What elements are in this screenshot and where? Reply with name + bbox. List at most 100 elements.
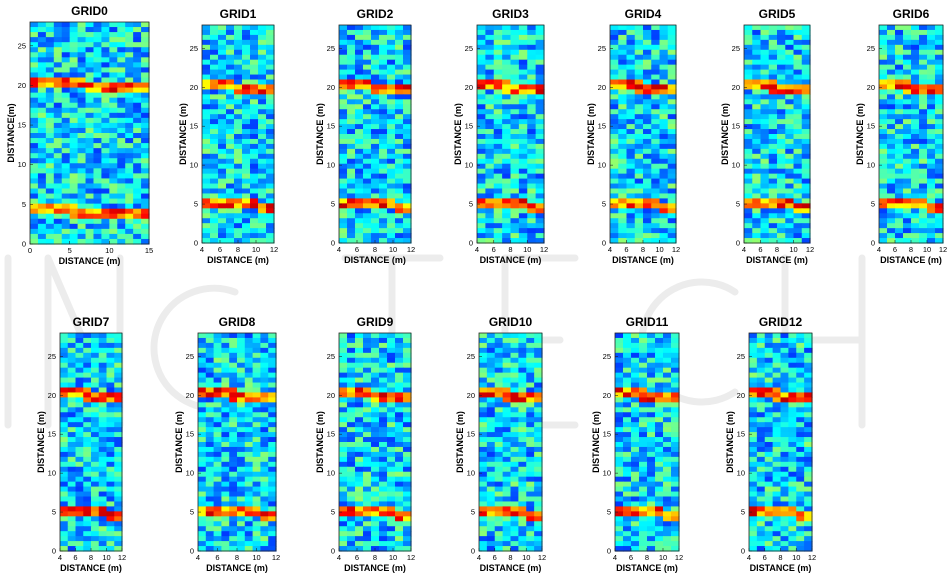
y-tick-label: 25 [190,44,198,53]
x-tick-label: 12 [272,553,280,562]
x-axis-label: DISTANCE (m) [60,563,122,573]
y-tick-label: 10 [732,161,740,170]
y-tick-label: 5 [194,200,198,209]
x-tick-label: 10 [655,245,663,254]
x-axis-label: DISTANCE (m) [344,563,406,573]
y-tick-label: 5 [331,200,335,209]
y-tick-label: 10 [18,160,26,169]
y-tick-label: 25 [18,41,26,50]
y-tick-label: 0 [22,240,26,249]
y-tick-label: 5 [22,200,26,209]
x-tick-label: 10 [252,553,260,562]
y-tick-label: 15 [603,430,611,439]
y-tick-label: 0 [194,239,198,248]
x-tick-label: 6 [493,553,497,562]
x-axis-label: DISTANCE (m) [616,563,678,573]
x-tick-label: 6 [215,553,219,562]
x-tick-label: 12 [407,553,415,562]
y-tick-label: 20 [598,83,606,92]
y-tick-label: 15 [18,121,26,130]
y-axis-label: DISTANCE (m) [453,103,463,165]
y-tick-label: 0 [602,239,606,248]
panel-title: GRID9 [357,315,394,329]
y-tick-label: 15 [48,430,56,439]
x-tick-label: 8 [235,553,239,562]
x-tick-label: 8 [645,553,649,562]
x-tick-label: 10 [252,245,260,254]
y-tick-label: 15 [327,430,335,439]
x-tick-label: 8 [909,245,913,254]
x-tick-label: 8 [641,245,645,254]
x-tick-label: 6 [355,245,359,254]
x-tick-label: 0 [28,246,32,255]
panel-title: GRID12 [759,315,803,329]
heatmap-cells [60,333,123,552]
heatmap-cells [477,25,545,244]
y-tick-label: 10 [598,161,606,170]
x-tick-label: 8 [236,245,240,254]
y-tick-label: 15 [190,122,198,131]
y-tick-label: 25 [867,44,875,53]
heatmap-cells [198,333,277,552]
x-tick-label: 8 [775,245,779,254]
heatmap-cells [479,333,543,552]
panel-title: GRID3 [492,7,529,21]
y-tick-label: 10 [737,469,745,478]
x-tick-label: 4 [742,245,746,254]
y-tick-label: 25 [48,352,56,361]
x-axis-label: DISTANCE (m) [207,255,269,265]
y-tick-label: 5 [741,508,745,517]
watermark-logo [4,254,866,429]
y-tick-label: 25 [186,352,194,361]
heatmap-cells [615,333,680,552]
panel-title: GRID6 [893,7,930,21]
x-tick-label: 6 [624,245,628,254]
x-tick-label: 4 [608,245,612,254]
panel-title: GRID5 [759,7,796,21]
grid-panel: GRID0 0 5 10 15 20 25 0 5 10 15 DISTANCE (m) DISTANC… [6,4,153,266]
y-tick-label: 25 [737,352,745,361]
y-tick-label: 20 [48,391,56,400]
x-tick-label: 6 [73,553,77,562]
y-tick-label: 10 [603,469,611,478]
y-tick-label: 5 [602,200,606,209]
x-tick-label: 6 [629,553,633,562]
y-tick-label: 20 [467,391,475,400]
y-tick-label: 5 [736,200,740,209]
x-tick-label: 8 [373,553,377,562]
heatmap-cells [879,25,944,244]
x-tick-label: 12 [939,245,947,254]
x-tick-label: 10 [789,245,797,254]
x-tick-label: 10 [522,553,530,562]
x-tick-label: 4 [200,245,204,254]
y-axis-label: DISTANCE (m) [586,103,596,165]
x-tick-label: 4 [747,553,751,562]
y-tick-label: 10 [186,469,194,478]
y-tick-label: 10 [465,161,473,170]
y-tick-label: 25 [467,352,475,361]
x-tick-label: 15 [145,246,153,255]
y-axis-label: DISTANCE (m) [315,103,325,165]
y-tick-label: 5 [471,508,475,517]
y-tick-label: 25 [327,44,335,53]
y-tick-label: 5 [871,200,875,209]
y-tick-label: 10 [327,469,335,478]
y-axis-label: DISTANCE (m) [315,411,325,473]
y-tick-label: 5 [331,508,335,517]
y-tick-label: 5 [190,508,194,517]
x-axis-label: DISTANCE (m) [59,256,121,266]
y-tick-label: 10 [467,469,475,478]
x-tick-label: 12 [407,245,415,254]
x-tick-label: 4 [613,553,617,562]
heatmap-cells [610,25,677,244]
x-axis-label: DISTANCE (m) [750,563,812,573]
y-axis-label: DISTANCE (m) [455,411,465,473]
x-tick-label: 8 [778,553,782,562]
y-axis-label: DISTANCE (m) [720,103,730,165]
heatmap-cells [30,22,150,245]
